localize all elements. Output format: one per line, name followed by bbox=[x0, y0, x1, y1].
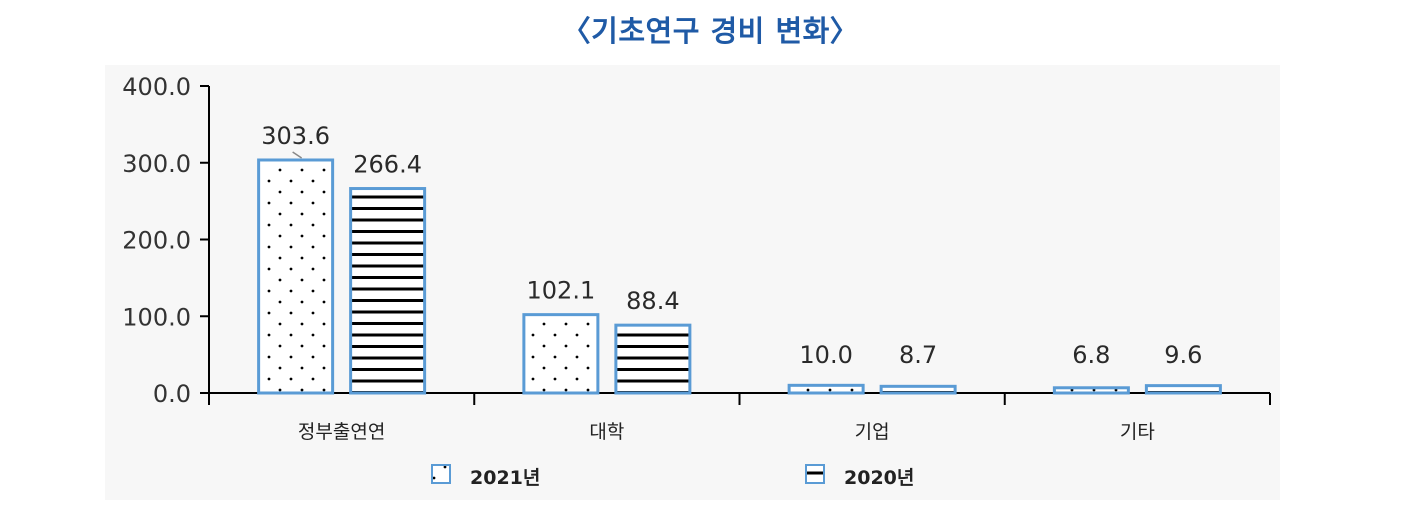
legend: 2021년 2020년 bbox=[431, 464, 914, 489]
legend-label: 2021년 bbox=[470, 467, 540, 489]
bar bbox=[522, 313, 600, 395]
x-category-label: 기업 bbox=[855, 421, 890, 443]
chart-title: 〈기초연구 경비 변화〉 bbox=[561, 14, 860, 48]
data-label: 6.8 bbox=[1072, 341, 1110, 369]
data-label: 8.7 bbox=[899, 341, 937, 369]
bar bbox=[349, 187, 427, 395]
bar bbox=[1052, 386, 1130, 395]
x-category-label: 대학 bbox=[589, 421, 624, 443]
bar bbox=[614, 323, 692, 395]
x-category-label: 정부출연연 bbox=[298, 421, 385, 443]
label-leader-line bbox=[292, 151, 303, 159]
data-label: 266.4 bbox=[353, 151, 422, 179]
data-label: 303.6 bbox=[261, 122, 330, 150]
y-tick-label: 100.0 bbox=[122, 303, 191, 331]
data-label: 9.6 bbox=[1164, 341, 1202, 369]
x-category-label: 기타 bbox=[1120, 421, 1155, 443]
bar bbox=[257, 158, 335, 395]
bar bbox=[879, 384, 957, 395]
legend-swatch bbox=[805, 464, 825, 484]
y-tick-label: 400.0 bbox=[122, 73, 191, 101]
data-labels: 303.6 102.1 10.0 6.8 266.4 88.4 8.7 9.6 bbox=[261, 122, 1202, 369]
y-tick-label: 200.0 bbox=[122, 227, 191, 255]
bars bbox=[257, 158, 1222, 395]
data-label: 88.4 bbox=[626, 287, 679, 315]
legend-swatch bbox=[431, 464, 451, 484]
data-label: 102.1 bbox=[527, 277, 596, 305]
y-axis: 0.0 100.0 200.0 300.0 400.0 bbox=[122, 73, 210, 408]
bar bbox=[1144, 384, 1222, 395]
data-label: 10.0 bbox=[799, 341, 852, 369]
y-tick-label: 0.0 bbox=[153, 380, 191, 408]
bar bbox=[787, 383, 865, 395]
legend-label: 2020년 bbox=[844, 467, 914, 489]
y-tick-label: 300.0 bbox=[122, 150, 191, 178]
